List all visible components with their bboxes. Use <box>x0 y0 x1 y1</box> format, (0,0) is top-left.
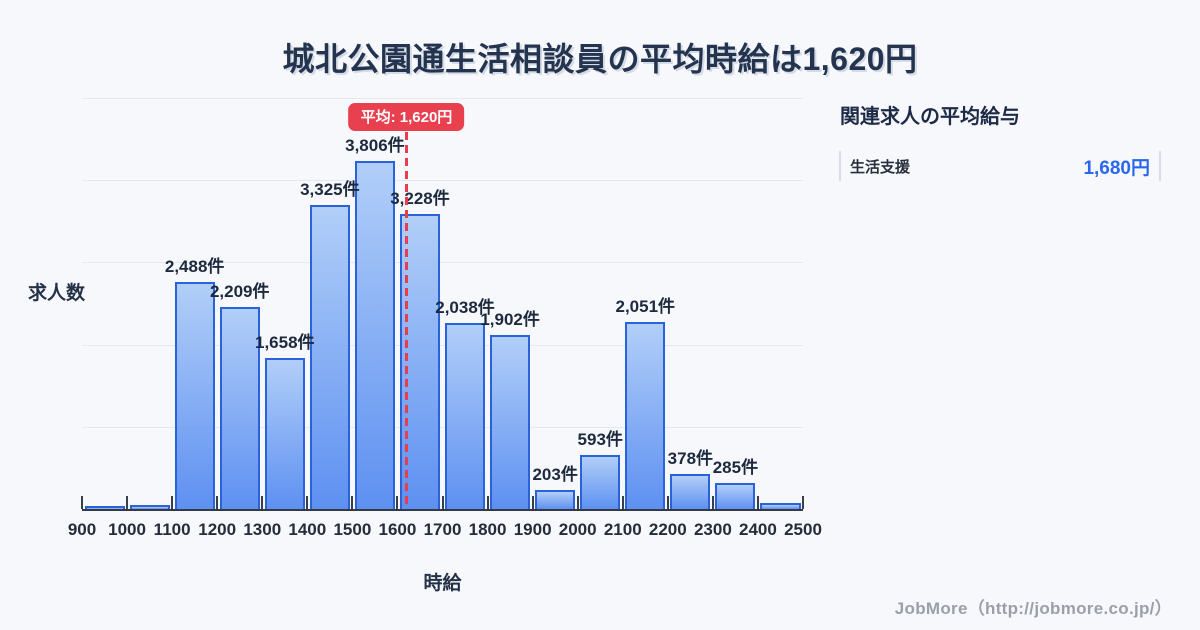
x-tick <box>666 496 669 509</box>
bar <box>580 454 621 509</box>
x-tick-label: 1000 <box>108 520 146 539</box>
related-job-value: 1,680円 <box>1083 157 1150 179</box>
bar-value-label: 3,806件 <box>345 136 405 156</box>
x-tick-label: 1400 <box>288 520 327 539</box>
bar <box>670 474 711 509</box>
bar-value-label: 203件 <box>532 465 578 485</box>
bar <box>174 281 215 509</box>
bar-value-label: 2,051件 <box>615 296 676 316</box>
x-tick <box>261 496 264 509</box>
gridline <box>82 98 803 99</box>
bar-value-label: 3,325件 <box>300 180 360 200</box>
x-tick-label: 1100 <box>153 520 191 539</box>
x-tick <box>756 496 759 509</box>
related-job-row: 生活支援 1,680円 <box>839 151 1161 181</box>
chart-title: 城北公園通生活相談員の平均時給は1,620円 <box>282 41 918 77</box>
x-tick-label: 2100 <box>603 520 642 539</box>
bar-value-label: 3,228件 <box>390 189 450 209</box>
bar-value-label: 1,658件 <box>255 332 315 352</box>
y-axis-title: 求人数 <box>28 283 86 304</box>
x-tick-label: 2200 <box>648 520 687 539</box>
bar-value-label: 378件 <box>667 449 714 469</box>
x-axis-title: 時給 <box>423 573 462 594</box>
x-tick <box>486 496 489 509</box>
x-tick-label: 1600 <box>378 520 417 539</box>
x-tick-label: 1800 <box>468 520 507 539</box>
bar <box>445 322 486 509</box>
x-tick <box>126 496 129 509</box>
x-tick-label: 2500 <box>784 520 822 539</box>
bar <box>354 161 395 509</box>
bar <box>490 335 531 509</box>
x-tick <box>171 496 174 509</box>
bar-value-label: 2,209件 <box>209 282 270 302</box>
average-badge: 平均: 1,620円 <box>348 103 465 131</box>
x-tick-label: 900 <box>67 520 97 539</box>
x-tick <box>711 496 714 509</box>
bar <box>715 482 756 509</box>
x-tick <box>576 496 579 509</box>
gridline <box>82 262 803 264</box>
bar-value-label: 285件 <box>712 457 759 477</box>
bar-value-label: 593件 <box>577 429 623 449</box>
bar <box>129 505 170 509</box>
bar-value-label: 1,902件 <box>480 310 540 330</box>
bar <box>760 502 801 509</box>
x-tick <box>81 496 83 509</box>
x-tick-label: 1500 <box>333 520 372 539</box>
bar <box>84 506 125 509</box>
gridline <box>82 344 803 346</box>
bar-value-label: 2,488件 <box>164 256 225 276</box>
x-tick-label: 1700 <box>423 520 462 539</box>
related-jobs-panel: 関連求人の平均給与 生活支援 1,680円 <box>839 100 1161 181</box>
x-tick <box>351 496 354 509</box>
plot-area: 2500 2400 2300 2200 2100 2000 1900 1800 1700 1600… <box>68 98 822 539</box>
bar <box>625 321 666 509</box>
gridline <box>82 180 803 182</box>
related-job-name: 生活支援 <box>850 158 911 176</box>
x-tick-label: 1900 <box>513 520 552 539</box>
related-jobs-heading: 関連求人の平均給与 <box>840 106 1020 128</box>
x-tick <box>621 496 624 509</box>
bar-value-label: 2,038件 <box>435 297 495 317</box>
footer-credit: JobMore（http://jobmore.co.jp/） <box>894 599 1172 618</box>
x-tick-label: 2000 <box>558 520 597 539</box>
average-line <box>404 132 408 509</box>
gridline <box>82 426 803 428</box>
x-tick-label: 1200 <box>198 520 237 539</box>
bar <box>264 357 305 509</box>
x-tick <box>396 496 399 509</box>
x-tick <box>306 496 309 509</box>
bar <box>309 205 350 509</box>
x-tick-label: 2300 <box>693 520 732 539</box>
x-tick <box>441 496 444 509</box>
bar <box>535 490 576 509</box>
x-tick-label: 2400 <box>739 520 777 539</box>
x-tick-label: 1300 <box>243 520 282 539</box>
bar <box>219 307 260 509</box>
x-tick <box>531 496 534 509</box>
x-tick <box>216 496 219 509</box>
x-tick <box>802 496 804 509</box>
